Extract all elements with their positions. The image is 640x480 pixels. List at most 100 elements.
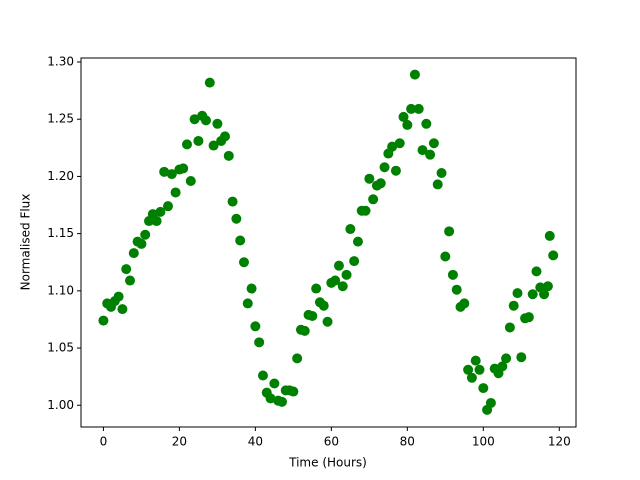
data-point	[512, 288, 523, 299]
x-tick-label: 0	[100, 435, 108, 449]
x-axis-label: Time (Hours)	[288, 456, 367, 470]
data-point	[98, 315, 109, 326]
data-point	[413, 103, 424, 114]
data-point	[193, 135, 204, 146]
data-point	[398, 111, 409, 122]
y-tick-label: 1.30	[47, 55, 74, 69]
data-point	[409, 69, 420, 80]
y-tick-label: 1.10	[47, 283, 74, 297]
data-point	[166, 169, 177, 180]
data-point	[504, 322, 515, 333]
data-point	[307, 311, 318, 322]
data-point	[527, 289, 538, 300]
data-point	[417, 145, 428, 156]
data-point	[470, 355, 481, 366]
data-point	[254, 337, 265, 348]
data-point	[113, 291, 124, 302]
data-point	[140, 229, 151, 240]
data-point	[539, 289, 550, 300]
data-point	[125, 275, 136, 286]
x-tick-label: 80	[400, 435, 415, 449]
data-point	[447, 269, 458, 280]
data-point	[136, 238, 147, 249]
data-point	[368, 194, 379, 205]
y-tick-label: 1.20	[47, 169, 74, 183]
data-point	[337, 281, 348, 292]
data-point	[231, 213, 242, 224]
data-point	[375, 178, 386, 189]
data-point	[238, 257, 249, 268]
data-point	[257, 370, 268, 381]
data-point	[208, 140, 219, 151]
x-tick-label: 100	[472, 435, 495, 449]
data-point	[181, 139, 192, 150]
data-point	[485, 397, 496, 408]
y-tick-label: 1.25	[47, 112, 74, 126]
data-point	[219, 131, 230, 142]
data-point	[444, 226, 455, 237]
data-point	[364, 173, 375, 184]
data-point	[330, 275, 341, 286]
data-point	[345, 224, 356, 235]
data-point	[276, 396, 287, 407]
data-point	[311, 283, 322, 294]
data-point	[379, 162, 390, 173]
data-point	[117, 304, 128, 315]
data-point	[425, 149, 436, 160]
data-point	[548, 250, 559, 261]
data-point	[246, 283, 257, 294]
data-point	[516, 352, 527, 363]
data-point	[421, 118, 432, 129]
data-point	[250, 321, 261, 332]
data-point	[402, 119, 413, 130]
data-point	[151, 216, 162, 227]
data-point	[394, 138, 405, 149]
x-tick-label: 60	[324, 435, 339, 449]
data-point	[265, 393, 276, 404]
data-point	[227, 196, 238, 207]
data-point	[204, 77, 215, 88]
data-point	[478, 383, 489, 394]
data-point	[349, 256, 360, 267]
x-tick-label: 120	[548, 435, 571, 449]
data-point	[341, 269, 352, 280]
data-point	[242, 298, 253, 309]
data-point	[333, 260, 344, 271]
data-point	[269, 378, 280, 389]
y-tick-label: 1.00	[47, 398, 74, 412]
data-point	[121, 264, 132, 275]
data-point	[162, 201, 173, 212]
data-point	[189, 114, 200, 125]
data-point	[178, 163, 189, 174]
data-point	[322, 316, 333, 327]
data-point	[428, 138, 439, 149]
data-point	[432, 179, 443, 190]
data-point	[466, 372, 477, 383]
data-point	[360, 205, 371, 216]
data-point	[542, 281, 553, 292]
y-tick-label: 1.05	[47, 341, 74, 355]
data-point	[440, 251, 451, 262]
data-point	[128, 248, 139, 259]
data-point	[185, 176, 196, 186]
data-point	[501, 353, 512, 364]
data-point	[508, 300, 519, 311]
data-point	[474, 364, 485, 375]
data-point	[299, 325, 310, 336]
data-point	[544, 230, 555, 241]
data-point	[170, 187, 181, 198]
y-tick-label: 1.15	[47, 226, 74, 240]
data-point	[451, 284, 462, 295]
data-point	[531, 266, 542, 277]
data-point	[436, 167, 447, 178]
data-point	[352, 236, 363, 247]
data-point	[390, 165, 401, 176]
data-point	[387, 141, 398, 152]
data-point	[292, 353, 303, 364]
data-point	[288, 386, 299, 397]
data-point	[223, 150, 234, 161]
x-tick-label: 20	[172, 435, 187, 449]
data-point	[155, 206, 166, 217]
